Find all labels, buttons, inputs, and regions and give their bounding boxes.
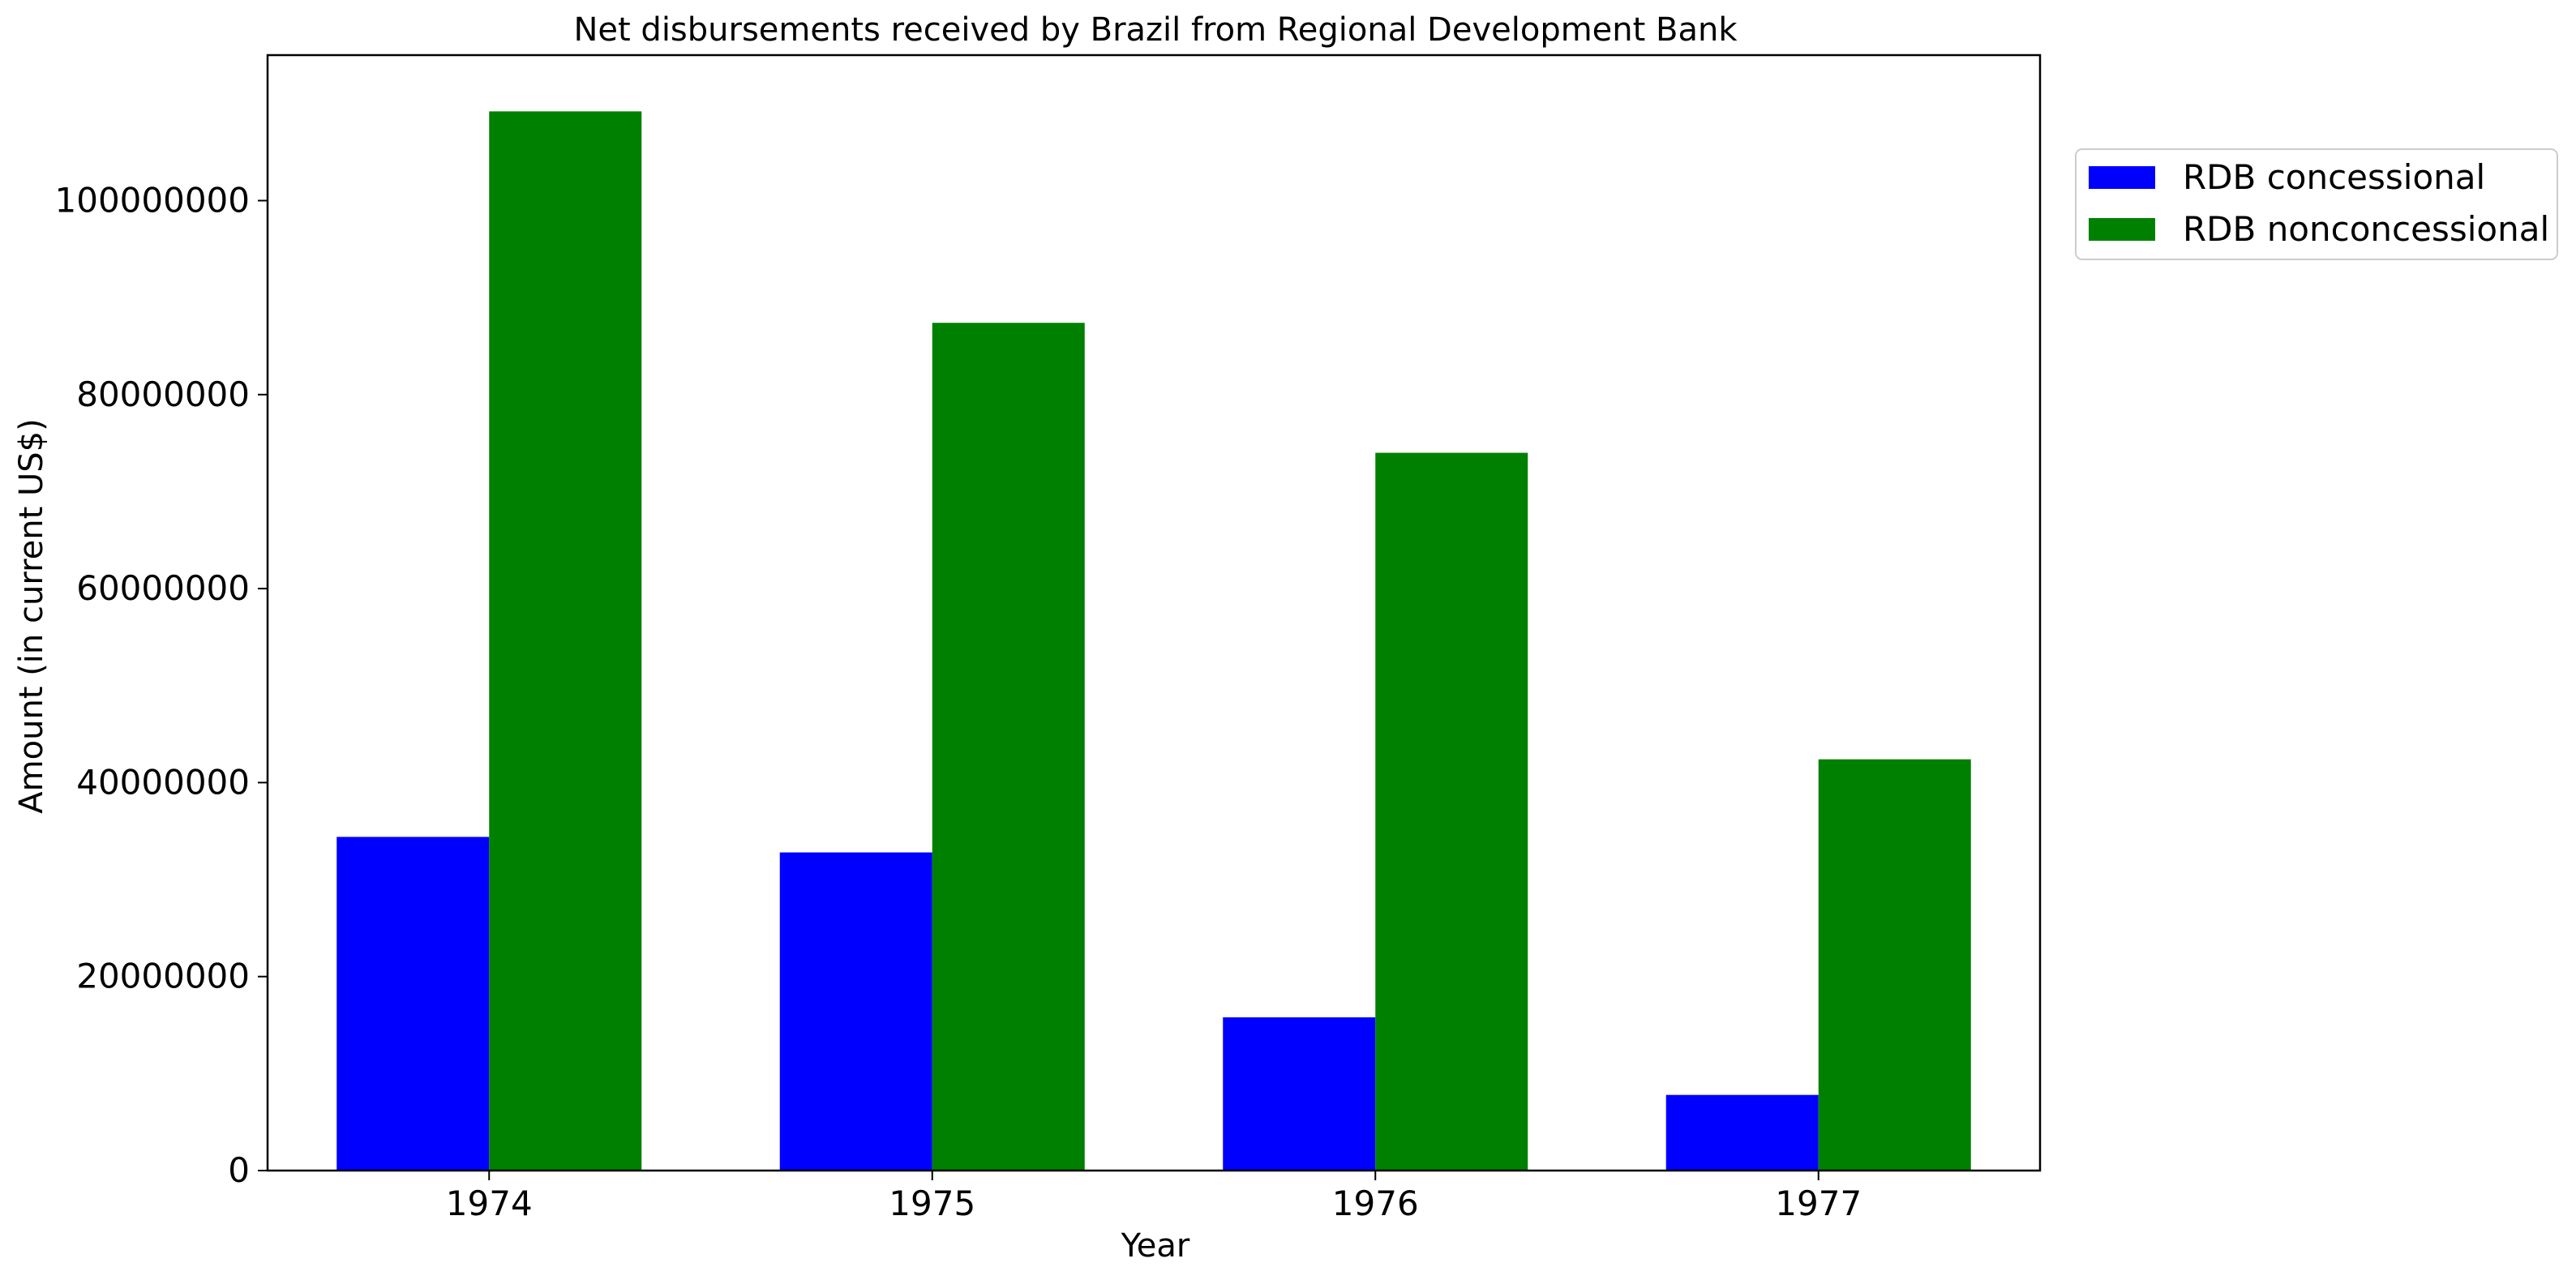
y-tick-label-0: 0 [228, 1150, 250, 1190]
plot-frame [266, 54, 2042, 1172]
x-tick-label-1975: 1975 [889, 1184, 975, 1223]
bar-rdb-concessional-1974 [336, 837, 490, 1171]
x-tick-label-1974: 1974 [446, 1184, 533, 1223]
y-axis-label: Amount (in current US$) [13, 418, 50, 813]
y-tick-label-80000000: 80000000 [76, 375, 250, 414]
legend-frame [2075, 148, 2558, 260]
bar-rdb-concessional-1977 [1665, 1094, 1819, 1171]
bar-rdb-concessional-1976 [1223, 1017, 1376, 1171]
legend-label-rdb-concessional: RDB concessional [2183, 157, 2485, 197]
legend-swatch-rdb-concessional [2089, 166, 2155, 189]
bar-rdb-nonconcessional-1975 [932, 323, 1085, 1171]
y-tick-label-100000000: 100000000 [55, 180, 251, 220]
legend: RDB concessional RDB nonconcessional [2075, 148, 2558, 260]
y-tick-label-60000000: 60000000 [76, 568, 250, 608]
y-tick-label-20000000: 20000000 [76, 957, 250, 996]
x-tick-label-1977: 1977 [1775, 1184, 1862, 1223]
legend-label-rdb-nonconcessional: RDB nonconcessional [2183, 209, 2549, 249]
chart-title: Net disbursements received by Brazil fro… [574, 11, 1738, 49]
bar-rdb-nonconcessional-1974 [489, 111, 642, 1171]
x-axis-label: Year [1121, 1227, 1190, 1265]
plot-area: 1974 1975 1976 1977 0 20000000 40000000 6000000… [55, 54, 2042, 1223]
bar-rdb-nonconcessional-1976 [1375, 452, 1528, 1171]
bar-rdb-nonconcessional-1977 [1818, 759, 1971, 1171]
legend-swatch-rdb-nonconcessional [2089, 218, 2155, 241]
x-tick-label-1976: 1976 [1332, 1184, 1419, 1223]
bar-rdb-concessional-1975 [779, 852, 932, 1171]
y-tick-label-40000000: 40000000 [76, 762, 250, 802]
